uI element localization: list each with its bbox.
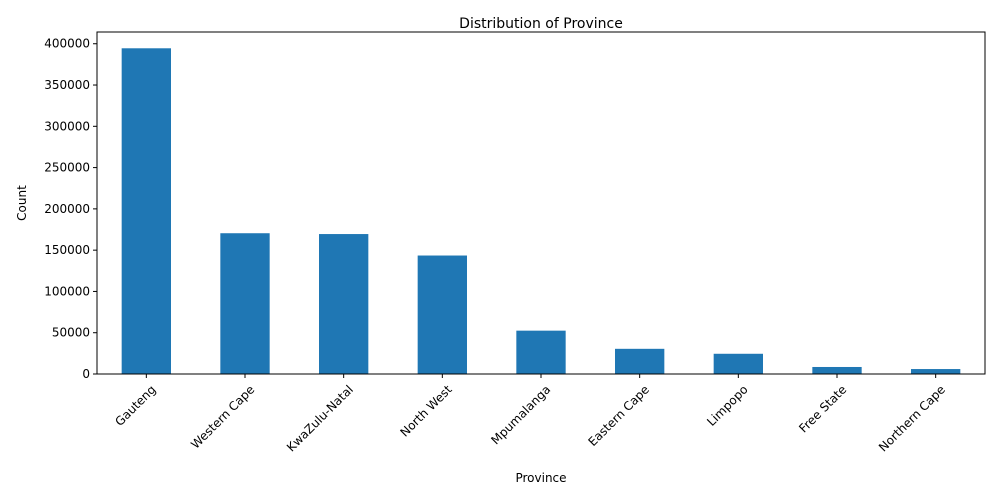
x-tick-label: Free State (796, 382, 849, 435)
bar-kwazulu-natal (319, 234, 369, 374)
bar-free-state (812, 366, 862, 374)
y-tick-label: 400000 (44, 37, 90, 51)
x-tick-label: Mpumalanga (488, 382, 553, 447)
bar-limpopo (713, 353, 763, 374)
y-tick-label: 350000 (44, 78, 90, 92)
bar-western-cape (220, 233, 270, 374)
bar-gauteng (121, 48, 171, 375)
plot-frame (96, 31, 986, 375)
bar-north-west (417, 255, 467, 374)
y-tick-label: 0 (82, 367, 90, 381)
bar-northern-cape (911, 369, 961, 374)
x-tick-label: North West (397, 382, 454, 439)
bars (121, 48, 961, 375)
x-tick-label: Western Cape (188, 382, 257, 451)
bar-eastern-cape (615, 348, 665, 374)
bar-mpumalanga (516, 330, 566, 374)
y-tick-label: 150000 (44, 243, 90, 257)
y-tick-label: 200000 (44, 202, 90, 216)
y-axis-label: Count (15, 185, 29, 221)
chart-title: Distribution of Province (459, 16, 623, 32)
y-tick-label: 100000 (44, 284, 90, 298)
x-tick-label: Northern Cape (876, 382, 948, 454)
x-tick-label: Eastern Cape (585, 382, 652, 449)
y-tick-label: 250000 (44, 161, 90, 175)
x-tick-label: KwaZulu-Natal (284, 382, 356, 454)
y-axis: 0 50000 100000 150000 200000 250000 300000 3500… (44, 37, 97, 381)
y-tick-label: 50000 (52, 326, 90, 340)
y-tick-label: 300000 (44, 119, 90, 133)
x-tick-label: Gauteng (112, 382, 158, 428)
x-axis: Gauteng Western Cape KwaZulu-Natal North We… (112, 374, 948, 454)
x-tick-label: Limpopo (704, 382, 750, 428)
x-axis-label: Province (515, 471, 566, 485)
